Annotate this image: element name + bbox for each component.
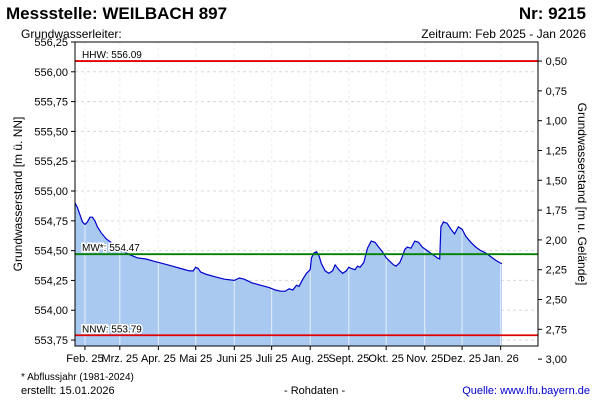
x-tick-label: Dez. 25 bbox=[443, 353, 481, 365]
right-tick-label: 2,25 bbox=[546, 265, 567, 277]
x-tick-label: Nov. 25 bbox=[406, 353, 443, 365]
x-tick-label: Feb. 25 bbox=[66, 353, 103, 365]
x-tick-label: Juli 25 bbox=[256, 353, 288, 365]
y-axis-title-right: Grundwasserstand [m u. Gelände] bbox=[575, 103, 589, 286]
right-tick-label: 3,00 bbox=[546, 354, 567, 366]
period-label: Zeitraum: Feb 2025 - Jan 2026 bbox=[421, 27, 586, 41]
right-tick-label: 2,00 bbox=[546, 235, 567, 247]
nnw-reference-label: NNW: 553.79 bbox=[82, 324, 142, 335]
x-tick-label: Juni 25 bbox=[217, 353, 252, 365]
y-tick-label: 556,25 bbox=[34, 37, 68, 49]
y-tick-label: 555,25 bbox=[34, 156, 68, 168]
mw-reference-label: MW*: 554.47 bbox=[82, 243, 140, 254]
y-tick-label: 555,00 bbox=[34, 186, 68, 198]
aquifer-label: Grundwasserleiter: bbox=[21, 27, 122, 41]
plot-frame bbox=[74, 41, 539, 347]
right-tick-label: 1,25 bbox=[546, 145, 567, 157]
right-tick-label: 1,75 bbox=[546, 205, 567, 217]
hhw-reference-label: HHW: 556.09 bbox=[82, 50, 142, 61]
series-area bbox=[75, 202, 502, 346]
y-tick-label: 554,00 bbox=[34, 305, 68, 317]
x-tick-label: Mai 25 bbox=[179, 353, 212, 365]
station-number: Nr: 9215 bbox=[518, 4, 586, 23]
raw-data-note: - Rohdaten - bbox=[284, 385, 346, 397]
y-tick-label: 555,75 bbox=[34, 97, 68, 109]
y-tick-label: 554,25 bbox=[34, 275, 68, 287]
y-axis-title-left: Grundwasserstand [m ü. NN] bbox=[11, 117, 25, 272]
y-tick-label: 556,00 bbox=[34, 67, 68, 79]
right-tick-label: 2,75 bbox=[546, 324, 567, 336]
footnote: * Abflussjahr (1981-2024) bbox=[21, 372, 134, 383]
right-tick-label: 0,50 bbox=[546, 56, 567, 68]
created-date: erstellt: 15.01.2026 bbox=[21, 385, 115, 397]
right-tick-label: 2,50 bbox=[546, 295, 567, 307]
page-title: Messstelle: WEILBACH 897 bbox=[6, 4, 228, 23]
right-tick-label: 0,75 bbox=[546, 86, 567, 98]
y-tick-label: 555,50 bbox=[34, 126, 68, 138]
y-tick-label: 553,75 bbox=[34, 335, 68, 347]
x-tick-label: Jan. 26 bbox=[483, 353, 519, 365]
series-line bbox=[74, 202, 503, 292]
x-tick-label: Apr. 25 bbox=[141, 353, 176, 365]
right-tick-label: 1,00 bbox=[546, 116, 567, 128]
x-tick-label: Sept. 25 bbox=[328, 353, 369, 365]
y-tick-label: 554,75 bbox=[34, 216, 68, 228]
x-tick-label: Aug. 25 bbox=[291, 353, 329, 365]
right-tick-label: 1,50 bbox=[546, 175, 567, 187]
source-link[interactable]: Quelle: www.lfu.bayern.de bbox=[462, 385, 590, 397]
y-tick-label: 554,50 bbox=[34, 246, 68, 258]
x-tick-label: Okt. 25 bbox=[368, 353, 403, 365]
x-tick-label: Mrz. 25 bbox=[101, 353, 138, 365]
